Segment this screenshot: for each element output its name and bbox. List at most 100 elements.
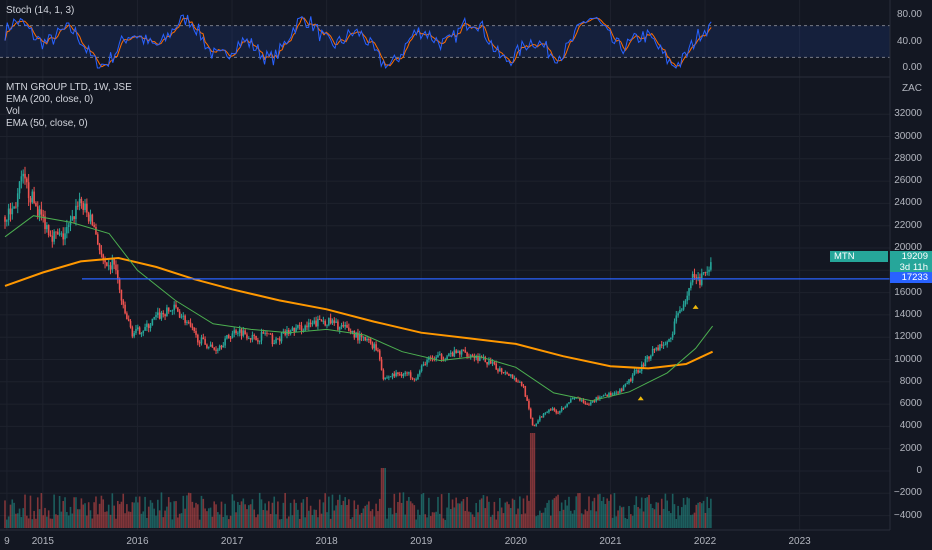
volume-bar xyxy=(664,493,667,528)
candle-body xyxy=(586,404,588,405)
candle-body xyxy=(562,407,565,409)
volume-bar xyxy=(577,493,579,528)
volume-bar xyxy=(484,508,487,528)
volume-bar xyxy=(428,497,430,528)
candle-body xyxy=(329,318,332,324)
volume-legend[interactable]: Vol xyxy=(6,106,20,117)
ema50-legend[interactable]: EMA (50, close, 0) xyxy=(6,118,88,129)
time-tick-label: 2021 xyxy=(599,536,622,547)
volume-bar xyxy=(138,496,141,528)
candle-body xyxy=(662,344,665,346)
candle-body xyxy=(426,359,428,365)
volume-bar xyxy=(76,509,79,528)
candle-body xyxy=(697,277,699,279)
candle-body xyxy=(517,381,519,383)
candle-body xyxy=(200,337,203,344)
volume-bar xyxy=(204,508,206,528)
volume-bar xyxy=(29,495,32,528)
candle-body xyxy=(264,332,266,334)
candle-body xyxy=(306,325,308,328)
volume-bar xyxy=(675,518,678,528)
candle-body xyxy=(682,304,685,310)
volume-bar xyxy=(544,507,547,528)
volume-bar xyxy=(6,519,8,528)
candle-body xyxy=(593,400,596,402)
symbol-title[interactable]: MTN GROUP LTD, 1W, JSE xyxy=(6,82,132,93)
candle-body xyxy=(93,224,95,227)
candle-body xyxy=(542,413,545,418)
volume-bar xyxy=(227,519,230,528)
candle-body xyxy=(31,191,34,203)
candle-body xyxy=(373,344,376,349)
volume-bar xyxy=(593,497,596,528)
volume-bar xyxy=(384,468,387,528)
volume-bar xyxy=(36,497,39,528)
candle-body xyxy=(622,386,625,391)
volume-bar xyxy=(338,494,341,528)
volume-bar xyxy=(217,512,219,528)
volume-bar xyxy=(704,512,707,528)
candle-body xyxy=(377,350,379,351)
candle-body xyxy=(564,406,567,409)
volume-bar xyxy=(568,496,570,528)
volume-bar xyxy=(646,497,648,528)
volume-bar xyxy=(420,494,423,528)
volume-bar xyxy=(16,513,19,528)
candle-body xyxy=(699,277,701,285)
candle-body xyxy=(626,383,628,385)
volume-bar xyxy=(599,493,601,528)
volume-bar xyxy=(708,508,710,528)
volume-bar xyxy=(267,501,270,528)
volume-bar xyxy=(215,504,217,528)
candle-body xyxy=(624,384,627,387)
candle-body xyxy=(335,321,337,323)
candle-body xyxy=(540,416,543,418)
volume-bar xyxy=(373,516,376,528)
candle-body xyxy=(76,205,79,207)
volume-bar xyxy=(588,496,590,528)
candle-body xyxy=(449,352,452,354)
candle-body xyxy=(231,333,234,339)
candle-body xyxy=(42,214,45,217)
candle-body xyxy=(167,307,170,312)
candle-body xyxy=(91,214,94,225)
time-tick-label: 2022 xyxy=(693,536,717,547)
volume-bar xyxy=(369,511,372,528)
candle-body xyxy=(298,325,301,327)
candle-body xyxy=(628,379,630,384)
candle-body xyxy=(348,327,350,331)
volume-bar xyxy=(56,515,59,528)
volume-bar xyxy=(158,510,161,528)
ema200-legend[interactable]: EMA (200, close, 0) xyxy=(6,94,94,105)
price-tick-label: 28000 xyxy=(894,152,922,164)
signal-markers xyxy=(637,304,699,401)
candle-body xyxy=(520,382,523,386)
volume-bar xyxy=(639,508,641,528)
volume-bar xyxy=(144,496,146,528)
volume-bar xyxy=(575,496,578,528)
volume-bar xyxy=(610,494,612,528)
candle-body xyxy=(277,338,279,340)
candle-body xyxy=(497,369,499,372)
volume-bar xyxy=(13,502,15,528)
volume-bar xyxy=(435,511,437,528)
volume-bar xyxy=(440,494,443,528)
candle-body xyxy=(502,372,505,374)
candle-body xyxy=(324,321,326,326)
candle-body xyxy=(657,347,659,350)
price-tick-label: 6000 xyxy=(899,398,922,410)
candle-body xyxy=(382,370,385,379)
volume-bar xyxy=(9,504,12,528)
volume-bar xyxy=(195,502,197,528)
volume-bar xyxy=(380,468,383,528)
candle-body xyxy=(122,300,125,305)
candle-body xyxy=(584,402,587,405)
time-tick-label: 2020 xyxy=(504,536,527,547)
volume-bar xyxy=(660,498,663,528)
volume-bar xyxy=(650,503,652,528)
candle-body xyxy=(588,404,590,406)
price-tick-label: 22000 xyxy=(894,219,922,231)
volume-bar xyxy=(426,517,428,528)
candle-body xyxy=(653,348,656,350)
